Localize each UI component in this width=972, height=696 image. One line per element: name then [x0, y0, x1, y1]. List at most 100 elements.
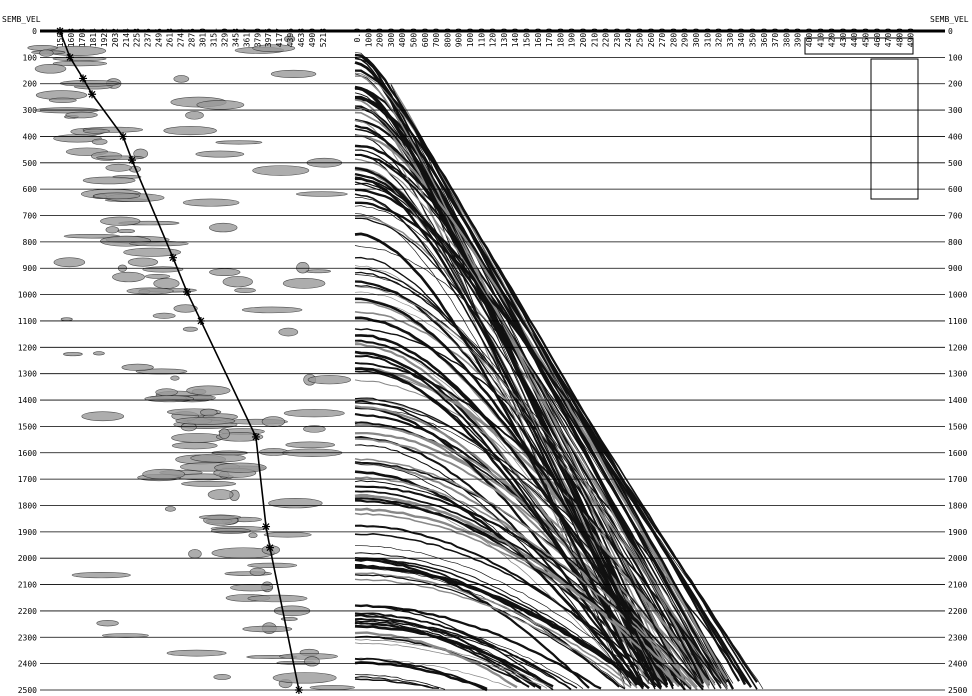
semblance-blob	[71, 571, 131, 579]
semblance-blob	[207, 489, 234, 501]
velocity-pick	[127, 156, 136, 165]
offset-tick-label: 4700	[884, 28, 893, 47]
gather-event	[354, 158, 710, 689]
velocity-pick	[262, 522, 271, 531]
semblance-blob	[171, 432, 224, 443]
offset-tick-label: 2100	[590, 28, 599, 47]
semblance-blob	[200, 408, 218, 417]
velocity-tick-label: 3790	[253, 28, 262, 47]
offset-tick-label: 1100	[477, 28, 486, 47]
semblance-blob	[127, 257, 159, 267]
semblance-blob	[282, 278, 326, 289]
semblance-blob	[123, 247, 182, 257]
right-time-label: 2100	[948, 581, 967, 590]
right-time-label: 800	[948, 238, 963, 247]
gather-event	[354, 402, 722, 685]
right-time-label: 1400	[948, 396, 967, 405]
velocity-tick-label: 3010	[198, 28, 207, 47]
semblance-blob	[309, 685, 355, 690]
gather-event	[354, 111, 686, 683]
offset-tick-label: 1900	[568, 28, 577, 47]
gather-event	[354, 494, 680, 688]
right-time-label: 300	[948, 106, 963, 115]
offset-tick-label: 1700	[545, 28, 554, 47]
semblance-blob	[249, 567, 266, 576]
offset-tick-label: 2500	[636, 28, 645, 47]
semblance-blob	[252, 44, 296, 53]
offset-tick-label: 4100	[816, 28, 825, 47]
semblance-blob	[215, 140, 263, 145]
semblance-blob	[63, 352, 83, 357]
right-time-label: 2200	[948, 607, 967, 616]
gather-event	[354, 552, 644, 686]
offset-tick-label: 4000	[398, 28, 407, 47]
velocity-pick	[56, 27, 64, 35]
semblance-blob	[112, 271, 145, 283]
velocity-tick-label: 2375	[144, 28, 153, 47]
gather-event	[354, 642, 548, 689]
semblance-blob	[48, 97, 77, 103]
left-time-label: 200	[23, 80, 38, 89]
semblance-blob	[142, 468, 186, 480]
right-time-label: 400	[948, 132, 963, 141]
gather-event	[354, 657, 488, 690]
semblance-blob	[182, 326, 198, 332]
gather-event	[354, 638, 554, 689]
gather-event	[354, 87, 663, 688]
offset-tick-label: 3300	[726, 28, 735, 47]
gather-event	[354, 271, 704, 689]
semblance-blob	[304, 656, 320, 667]
semblance-blob	[196, 100, 245, 110]
gather-event	[354, 75, 674, 681]
right-time-label: 2000	[948, 554, 967, 563]
gather-event	[354, 612, 572, 691]
velocity-tick-label: 4909	[308, 28, 317, 47]
semblance-blob	[166, 649, 227, 657]
offset-tick-label: 1000	[466, 28, 475, 47]
semblance-blob	[283, 409, 345, 418]
velocity-pick	[66, 53, 75, 62]
background-layer	[27, 35, 764, 692]
velocity-pick	[182, 287, 191, 296]
semblance-blob	[170, 375, 180, 381]
offset-tick-label: 4800	[895, 28, 904, 47]
semblance-blob	[81, 411, 125, 422]
right-time-label: 2300	[948, 633, 967, 642]
semblance-blob	[198, 514, 242, 520]
gather-event	[354, 193, 656, 685]
offset-tick-label: 4500	[862, 28, 871, 47]
semblance-blob	[126, 287, 174, 295]
velocity-tick-label: 3151	[209, 28, 218, 47]
semblance-blob	[164, 506, 176, 512]
offset-tick-label: 8000	[443, 28, 452, 47]
semblance-blob	[155, 388, 178, 397]
semblance-blob	[272, 672, 337, 684]
gather-event	[355, 545, 656, 688]
offset-tick-label: 4000	[805, 28, 814, 47]
semblance-blob	[53, 257, 86, 268]
offset-tick-label: 2900	[681, 28, 690, 47]
left-time-label: 1900	[18, 528, 37, 537]
left-time-label: 0	[32, 27, 37, 36]
semblance-blob	[295, 191, 348, 197]
right-time-label: 200	[948, 80, 963, 89]
velocity-tick-label: 1500	[56, 28, 65, 47]
offset-tick-label: 4600	[873, 28, 882, 47]
semblance-blob	[105, 163, 132, 172]
gather-event	[354, 462, 632, 686]
velocity-pick	[168, 253, 177, 262]
offset-tick-label: 2800	[669, 28, 678, 47]
semblance-blob	[121, 363, 154, 371]
semblance-blob	[222, 276, 253, 288]
left-time-label: 1700	[18, 475, 37, 484]
semblance-blob	[242, 625, 293, 633]
semblance-blob	[96, 155, 144, 160]
gather-event	[354, 167, 662, 688]
offset-tick-label: 3400	[737, 28, 746, 47]
semblance-blob	[209, 222, 238, 233]
velocity-tick-label: 1814	[89, 28, 98, 47]
offset-tick-label: 3000	[692, 28, 701, 47]
semblance-blob	[153, 278, 180, 289]
semblance-blob	[241, 306, 303, 314]
